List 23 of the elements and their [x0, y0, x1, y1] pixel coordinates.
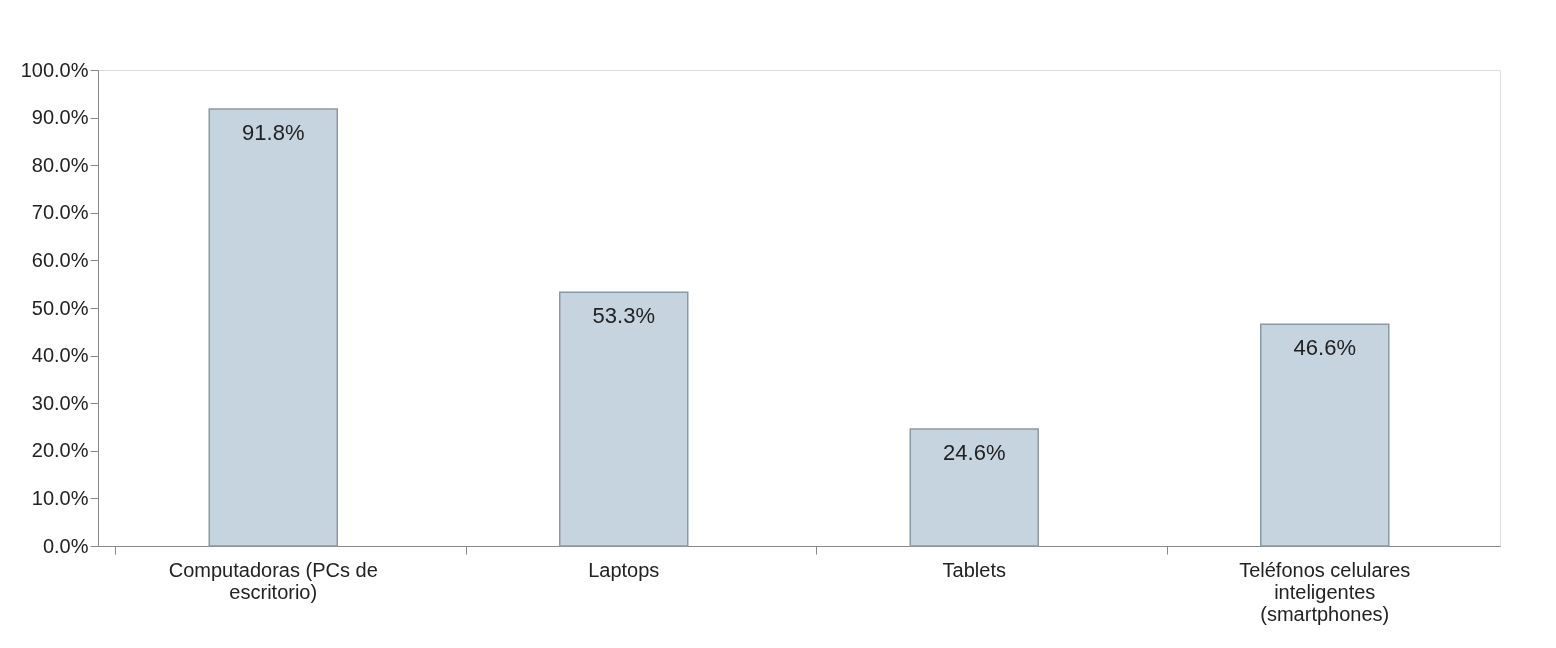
bar: [208, 108, 338, 547]
y-tick-label: 20.0%: [31, 439, 89, 462]
data-label: 24.6%: [943, 439, 1006, 465]
y-tick-label: 0.0%: [42, 534, 89, 557]
y-tick-label: 60.0%: [31, 248, 89, 271]
x-tick-label: Tablets: [942, 558, 1006, 581]
x-tick-label: Laptops: [588, 558, 660, 581]
y-tick-label: 30.0%: [31, 391, 89, 414]
y-tick-label: 40.0%: [31, 344, 89, 367]
data-label: 53.3%: [592, 303, 655, 329]
y-tick-label: 80.0%: [31, 153, 89, 176]
bar: [1260, 323, 1390, 547]
data-label: 91.8%: [242, 120, 305, 146]
y-tick-label: 10.0%: [31, 486, 89, 509]
y-tick-label: 90.0%: [31, 106, 89, 129]
bar: [559, 291, 689, 547]
data-label: 46.6%: [1293, 335, 1356, 361]
bar: [909, 428, 1039, 547]
y-tick-label: 50.0%: [31, 296, 89, 319]
y-tick-label: 70.0%: [31, 201, 89, 224]
x-tick-label: Computadoras (PCs de escritorio): [168, 558, 378, 603]
x-tick-label: Teléfonos celulares inteligentes (smartphones): [1239, 558, 1411, 625]
y-tick-label: 100.0%: [20, 58, 89, 81]
